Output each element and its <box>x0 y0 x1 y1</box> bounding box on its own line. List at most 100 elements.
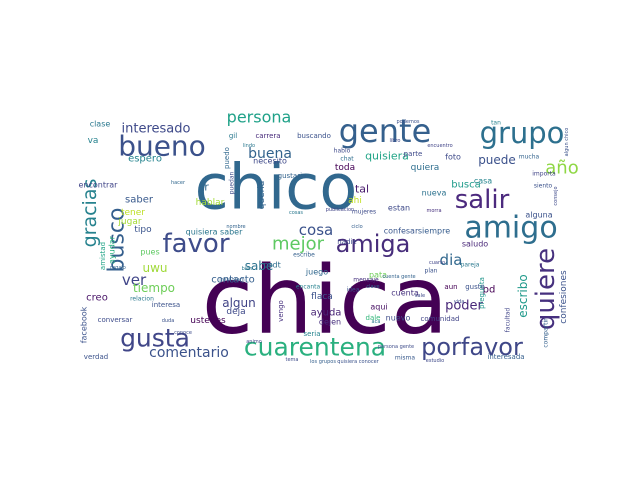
cloud-word: casa <box>474 177 492 186</box>
cloud-word: comentario <box>149 345 229 361</box>
cloud-word: mujeres <box>352 209 376 216</box>
cloud-word: clase <box>90 120 111 129</box>
cloud-word: buena <box>248 146 292 162</box>
cloud-word: psdt <box>263 261 280 270</box>
cloud-word: carrera <box>255 132 280 140</box>
cloud-word: favor <box>162 229 229 259</box>
cloud-word: hablar <box>196 198 225 208</box>
cloud-word: cuenta gente <box>382 274 415 280</box>
cloud-word: persona <box>227 108 292 127</box>
cloud-word: publicacion <box>326 207 354 213</box>
cloud-word: jugar <box>117 217 141 227</box>
cloud-word: encontrar <box>79 181 119 190</box>
cloud-word: gil <box>229 132 237 140</box>
cloud-word: aqui <box>370 303 387 312</box>
cloud-word: gustaria <box>278 172 307 180</box>
cloud-word: saludo <box>462 240 488 249</box>
cloud-word: siempre <box>418 227 450 236</box>
cloud-word: cosas <box>289 210 303 216</box>
cloud-word: facebook <box>80 306 89 343</box>
cloud-word: ayudar <box>108 235 117 264</box>
cloud-word: quisiera conocer <box>337 359 379 365</box>
cloud-word: tema <box>286 357 299 363</box>
cloud-word: escribo <box>516 274 530 317</box>
cloud-word: instagram <box>219 277 244 283</box>
cloud-word: gusta <box>120 324 190 353</box>
cloud-word: pd <box>483 285 496 296</box>
cloud-word: puedan <box>229 172 236 195</box>
cloud-word: guste <box>465 283 485 291</box>
cloud-word: dia <box>440 251 463 269</box>
cloud-word: interesada <box>487 353 524 361</box>
cloud-word: bien <box>242 266 253 272</box>
cloud-word: quiera <box>411 163 440 173</box>
cloud-word: idea <box>347 287 360 294</box>
cloud-word: porfavor <box>421 333 523 361</box>
cloud-word: vengo <box>277 300 285 322</box>
cloud-word: tal <box>355 183 369 196</box>
cloud-word: mejor <box>272 234 325 255</box>
cloud-word: misma <box>395 355 415 362</box>
cloud-word: importa <box>532 171 556 178</box>
cloud-word: año <box>545 158 578 179</box>
cloud-word: escribe <box>293 252 315 259</box>
cloud-word: cosa <box>299 221 333 239</box>
cloud-word: dejen <box>319 318 341 327</box>
cloud-word: hacer <box>171 180 186 186</box>
cloud-word: interesa <box>152 301 180 309</box>
cloud-word: pata <box>369 271 387 280</box>
cloud-word: tipo <box>134 225 152 235</box>
cloud-word: amigo <box>464 211 557 246</box>
cloud-word: deja <box>226 307 245 317</box>
cloud-word: conoce <box>174 330 192 336</box>
cloud-word: ustedes <box>190 316 226 326</box>
cloud-word: pues <box>140 248 159 257</box>
cloud-word: salir <box>455 185 510 215</box>
cloud-word: ir <box>201 181 209 194</box>
cloud-word: creo <box>86 293 108 304</box>
cloud-word: vida <box>454 299 465 305</box>
cloud-word: conversar <box>98 316 133 324</box>
cloud-word: compartir <box>543 318 550 348</box>
cloud-word: seria <box>303 330 320 338</box>
cloud-word: consejo <box>553 186 559 205</box>
cloud-word: necesito <box>253 157 287 166</box>
cloud-word: interesado <box>122 122 191 137</box>
cloud-word: flaca <box>311 292 333 302</box>
cloud-word: confesar <box>384 227 419 236</box>
cloud-word: plan <box>425 268 438 275</box>
cloud-word: puede <box>478 153 516 167</box>
cloud-word: relacion <box>130 296 154 303</box>
cloud-word: mensaje <box>353 277 379 284</box>
cloud-word: animo <box>246 339 262 345</box>
cloud-word: tan <box>491 120 501 127</box>
cloud-word: toda <box>335 163 355 173</box>
cloud-word: gente <box>339 112 432 150</box>
cloud-word: quisiera <box>365 150 409 163</box>
cloud-word: buscando <box>297 132 331 140</box>
cloud-word: estan <box>388 204 410 213</box>
cloud-word: algun <box>222 296 256 310</box>
cloud-word: libro <box>390 138 401 144</box>
cloud-word: uwu <box>142 261 167 275</box>
cloud-word: aca <box>372 319 381 325</box>
cloud-word: amiga <box>336 230 411 258</box>
cloud-word: quiere <box>531 248 561 330</box>
cloud-word: poder <box>445 299 483 314</box>
cloud-word: verdad <box>84 353 108 361</box>
cloud-word: morra <box>426 208 441 214</box>
cloud-word: encuentro <box>427 143 452 149</box>
cloud-word: amistad <box>99 242 107 270</box>
cloud-word: los grupos <box>310 359 336 365</box>
cloud-word: nadie <box>337 238 356 246</box>
cloud-word: chica <box>202 247 449 356</box>
cloud-word: mucha <box>519 154 540 161</box>
cloud-word: parte <box>404 150 423 158</box>
cloud-word: saber <box>125 195 154 206</box>
cloud-word: gracias <box>79 179 101 248</box>
cloud-word: nuevo <box>386 314 411 323</box>
cloud-word: chico <box>195 151 358 224</box>
cloud-word: siento <box>534 183 553 190</box>
cloud-word: ver <box>122 271 147 289</box>
